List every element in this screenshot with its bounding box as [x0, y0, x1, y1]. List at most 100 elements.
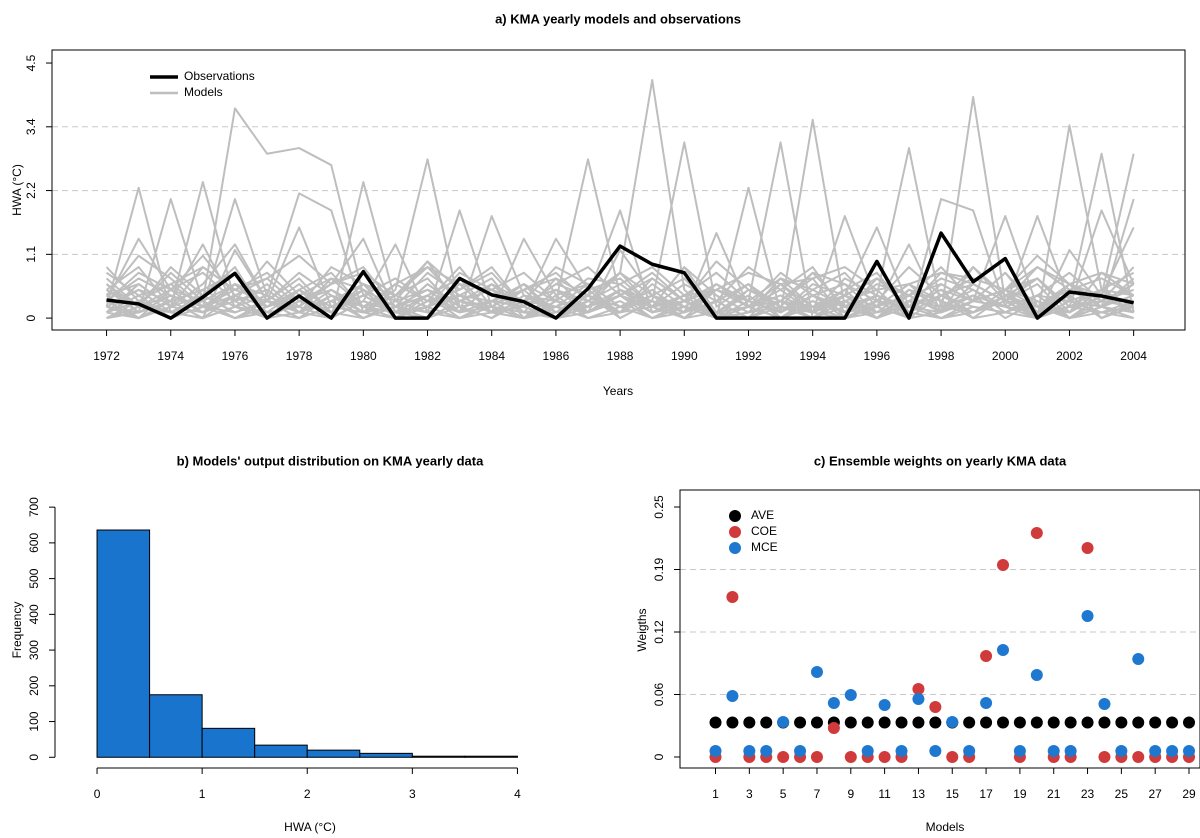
legend-swatch	[729, 526, 741, 538]
x-tick-label: 1988	[607, 349, 634, 363]
weight-point	[1115, 745, 1128, 757]
weight-point	[1115, 716, 1128, 729]
weight-point	[878, 699, 891, 711]
histogram-bar	[149, 694, 203, 758]
histogram-bar	[359, 752, 413, 758]
weight-point	[912, 693, 925, 705]
legend-label: MCE	[751, 540, 778, 554]
x-tick-label: 5	[780, 787, 787, 801]
y-tick-label: 2.2	[24, 182, 38, 199]
legend-swatch	[729, 510, 741, 522]
histogram-bar	[464, 755, 518, 758]
weight-point	[912, 716, 925, 729]
histogram-bar	[411, 755, 466, 758]
weight-point	[946, 751, 959, 763]
weight-point	[1183, 745, 1196, 757]
weight-point	[844, 689, 857, 701]
weight-point	[1166, 745, 1179, 757]
x-tick-label: 1978	[286, 349, 313, 363]
x-tick-label: 3	[746, 787, 753, 801]
weight-point	[996, 644, 1009, 656]
x-tick-label: 25	[1115, 787, 1129, 801]
x-tick-label: 13	[912, 787, 926, 801]
y-tick-label: 0	[652, 753, 666, 760]
histogram-bar	[254, 744, 308, 758]
y-tick-label: 4.5	[24, 54, 38, 71]
weight-point	[1047, 716, 1060, 729]
weight-point	[1030, 716, 1043, 729]
model-line	[106, 271, 1134, 314]
weight-point	[1183, 716, 1196, 729]
weight-point	[895, 745, 908, 757]
x-tick-label: 11	[878, 787, 891, 801]
y-tick-label: 600	[27, 533, 41, 553]
x-axis-label: Models	[926, 820, 965, 834]
x-tick-label: 1994	[799, 349, 826, 363]
weight-point	[1013, 716, 1026, 729]
weight-point	[760, 716, 773, 729]
weight-point	[929, 701, 942, 713]
weight-point	[810, 716, 823, 729]
weight-point	[946, 716, 959, 728]
x-tick-label: 1972	[93, 349, 120, 363]
chart-title: b) Models' output distribution on KMA ye…	[177, 453, 484, 468]
y-tick-label: 0	[24, 314, 38, 321]
y-axis-label: Frequency	[10, 602, 24, 659]
y-tick-label: 400	[27, 604, 41, 624]
histogram-bar	[96, 529, 151, 758]
weight-point	[929, 745, 942, 757]
x-tick-label: 29	[1182, 787, 1196, 801]
y-tick-label: 100	[27, 711, 41, 731]
weight-point	[777, 751, 790, 763]
legend-label: COE	[751, 524, 777, 538]
y-tick-label: 0.12	[652, 620, 666, 644]
weight-point	[1081, 610, 1094, 622]
weight-point	[844, 751, 857, 763]
x-tick-label: 21	[1047, 787, 1061, 801]
weight-point	[996, 559, 1009, 571]
weight-point	[1166, 716, 1179, 729]
x-tick-label: 1990	[671, 349, 698, 363]
x-tick-label: 4	[514, 787, 521, 801]
weight-point	[1098, 716, 1111, 729]
x-tick-label: 2000	[992, 349, 1019, 363]
y-tick-label: 1.1	[24, 246, 38, 263]
weight-point	[827, 722, 840, 734]
x-tick-label: 1976	[222, 349, 249, 363]
x-tick-label: 1984	[478, 349, 505, 363]
legend-swatch	[729, 542, 741, 554]
weight-point	[861, 745, 874, 757]
weight-point	[1132, 716, 1145, 729]
weight-point	[726, 716, 739, 729]
weight-point	[963, 716, 976, 729]
weight-point	[1149, 716, 1162, 729]
weight-point	[810, 751, 823, 763]
weight-point	[743, 745, 756, 757]
weight-point	[980, 650, 993, 662]
model-line	[105, 96, 1135, 320]
weight-point	[827, 697, 840, 709]
x-axis-label: Years	[603, 384, 633, 398]
weight-point	[1030, 527, 1043, 539]
weight-point	[1132, 653, 1145, 665]
x-tick-label: 1998	[928, 349, 955, 363]
x-tick-label: 1986	[543, 349, 570, 363]
x-tick-label: 0	[94, 787, 101, 801]
y-tick-label: 0.19	[652, 557, 666, 581]
model-line	[106, 300, 1134, 320]
x-tick-label: 2004	[1120, 349, 1147, 363]
y-tick-label: 200	[27, 675, 41, 695]
weight-point	[1064, 716, 1077, 729]
x-tick-label: 7	[814, 787, 821, 801]
weight-point	[726, 690, 739, 702]
weight-point	[1098, 698, 1111, 710]
weight-point	[895, 716, 908, 729]
weight-point	[878, 716, 891, 729]
chart-title: c) Ensemble weights on yearly KMA data	[814, 453, 1067, 468]
x-tick-label: 19	[1013, 787, 1027, 801]
x-tick-label: 1982	[414, 349, 441, 363]
weight-point	[709, 716, 722, 729]
weight-point	[996, 716, 1009, 729]
x-tick-label: 1	[712, 787, 719, 801]
